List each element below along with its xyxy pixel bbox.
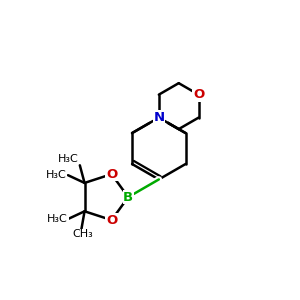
Text: H₃C: H₃C	[47, 214, 68, 224]
Text: O: O	[193, 88, 204, 101]
Text: O: O	[106, 168, 117, 181]
Text: N: N	[153, 111, 164, 124]
Text: CH₃: CH₃	[73, 229, 93, 239]
Text: O: O	[106, 214, 117, 226]
Text: B: B	[123, 190, 133, 204]
Text: H₃C: H₃C	[46, 170, 67, 180]
Text: H₃C: H₃C	[58, 154, 78, 164]
